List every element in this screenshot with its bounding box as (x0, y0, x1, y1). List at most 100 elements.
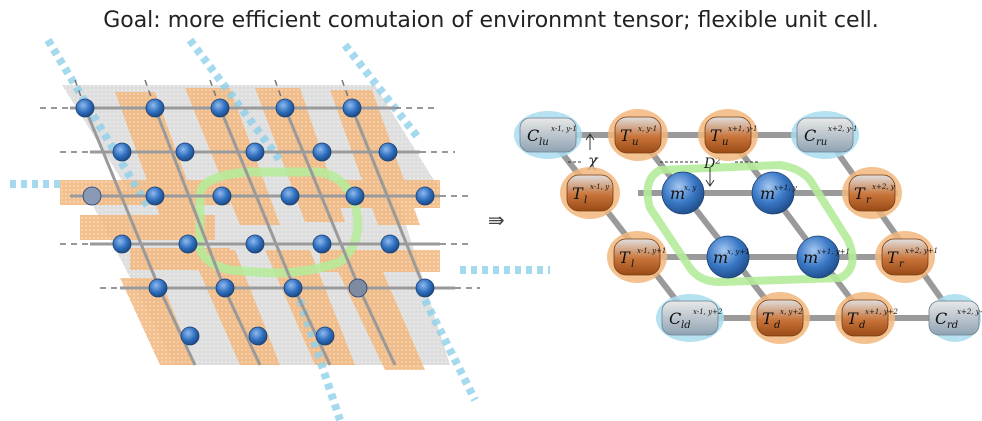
lattice-node (75, 98, 95, 118)
edge-tensor-l-2: T l x-1, y+1 (607, 231, 667, 283)
svg-text:x+2, y-1: x+2, y-1 (828, 125, 858, 133)
svg-text:r: r (866, 195, 872, 206)
lattice-node (275, 98, 295, 118)
corner-tensor-lu: C lu x-1, y-1 (514, 111, 582, 159)
svg-text:x+2, y: x+2, y (872, 183, 896, 191)
svg-text:m: m (713, 248, 728, 267)
left-lattice-nodes (75, 98, 435, 346)
svg-text:x+1, y+2: x+1, y+2 (865, 308, 899, 316)
lattice-node (178, 234, 198, 254)
lattice-node (82, 186, 102, 206)
lattice-node (342, 98, 362, 118)
lattice-node (315, 326, 335, 346)
lattice-node (380, 234, 400, 254)
corner-tensors: C lu x-1, y-1 C ru x+2, y-1 C ld x-1, y+… (514, 111, 982, 342)
svg-text:m: m (760, 184, 775, 203)
lattice-node (112, 142, 132, 162)
lattice-node (175, 142, 195, 162)
svg-text:rd: rd (947, 320, 958, 331)
lattice-node (210, 98, 230, 118)
left-lattice (10, 37, 550, 421)
lattice-node (312, 234, 332, 254)
edge-tensor-d-2: T d x+1, y+2 (835, 292, 899, 344)
svg-text:ld: ld (681, 320, 691, 331)
caption: Goal: more efficient comutaion of enviro… (103, 8, 879, 33)
svg-text:x+1, y: x+1, y (774, 184, 798, 192)
svg-text:C: C (935, 309, 947, 328)
svg-text:m: m (803, 248, 818, 267)
lattice-node (212, 186, 232, 206)
edge-tensor-r-1: T r x+2, y (842, 167, 902, 219)
edge-tensor-u-2: T u x+1, y-1 (698, 109, 758, 161)
lattice-node (145, 186, 165, 206)
blue-stripes (10, 37, 550, 421)
edge-tensor-l-1: T l x-1, y (560, 167, 620, 219)
svg-text:r: r (899, 259, 905, 270)
lattice-node (345, 186, 365, 206)
lattice-node (378, 142, 398, 162)
svg-text:x, y+2: x, y+2 (780, 308, 803, 316)
svg-text:u: u (632, 137, 638, 148)
svg-text:x+1, y-1: x+1, y-1 (728, 125, 758, 133)
lattice-node (415, 186, 435, 206)
lattice-node (148, 278, 168, 298)
svg-text:u: u (722, 137, 728, 148)
edge-tensors: T u x, y-1 T u x+1, y-1 T l x-1, y (560, 109, 938, 344)
corner-tensor-ru: C ru x+2, y-1 (791, 111, 859, 159)
lattice-node (280, 186, 300, 206)
svg-text:x+1, y+1: x+1, y+1 (817, 248, 850, 256)
svg-text:x-1, y-1: x-1, y-1 (551, 125, 577, 133)
right-network: χ D² C lu x-1, y-1 C ru x+2, y-1 C (514, 109, 982, 344)
lattice-node (180, 326, 200, 346)
lattice-node (112, 234, 132, 254)
svg-text:x-1, y: x-1, y (590, 183, 610, 191)
svg-text:C: C (669, 309, 681, 328)
chi-label: χ (587, 151, 599, 170)
svg-text:l: l (631, 259, 634, 270)
svg-text:T: T (762, 309, 774, 328)
svg-text:l: l (584, 195, 587, 206)
svg-text:x-1, y+2: x-1, y+2 (693, 308, 723, 316)
corner-tensor-rd: C rd x+2, y+2 (928, 294, 982, 342)
edge-tensor-r-2: T r x+2, y+1 (875, 231, 938, 283)
svg-text:T: T (847, 309, 859, 328)
svg-text:x, y+1: x, y+1 (727, 248, 750, 256)
svg-text:x, y-1: x, y-1 (638, 125, 657, 133)
center-tensors: m x, y m x+1, y m x, y+1 m x+1, y+1 (661, 171, 850, 279)
svg-text:lu: lu (539, 137, 549, 148)
lattice-node (245, 142, 265, 162)
svg-text:T: T (620, 126, 632, 145)
svg-text:T: T (854, 184, 866, 203)
svg-text:C: C (527, 126, 539, 145)
bond-annotations (568, 133, 760, 187)
svg-text:x+2, y+1: x+2, y+1 (905, 247, 938, 255)
svg-text:x-1, y+1: x-1, y+1 (637, 247, 666, 255)
svg-text:T: T (887, 248, 899, 267)
lattice-node (312, 142, 332, 162)
edge-tensor-u-1: T u x, y-1 (608, 109, 668, 161)
svg-text:T: T (619, 248, 631, 267)
svg-text:T: T (572, 184, 584, 203)
lattice-node (415, 278, 435, 298)
lattice-node (215, 278, 235, 298)
green-loop-right (643, 160, 857, 287)
lattice-node (145, 98, 165, 118)
lattice-node (283, 278, 303, 298)
svg-text:d: d (859, 320, 865, 331)
edge-tensor-d-1: T d x, y+2 (750, 292, 810, 344)
lattice-node (245, 234, 265, 254)
svg-text:T: T (710, 126, 722, 145)
svg-text:m: m (670, 184, 685, 203)
lattice-node (248, 326, 268, 346)
d2-label: D² (703, 156, 721, 172)
transform-arrow: ⇛ (488, 208, 505, 232)
lattice-node (348, 278, 368, 298)
svg-text:C: C (804, 126, 816, 145)
center-tensor-4: m x+1, y+1 (796, 235, 850, 279)
corner-tensor-ld: C ld x-1, y+2 (656, 294, 724, 342)
center-tensor-3: m x, y+1 (706, 235, 750, 279)
svg-text:x, y: x, y (684, 184, 697, 192)
center-tensor-1: m x, y (661, 171, 705, 215)
svg-text:ru: ru (816, 137, 827, 148)
